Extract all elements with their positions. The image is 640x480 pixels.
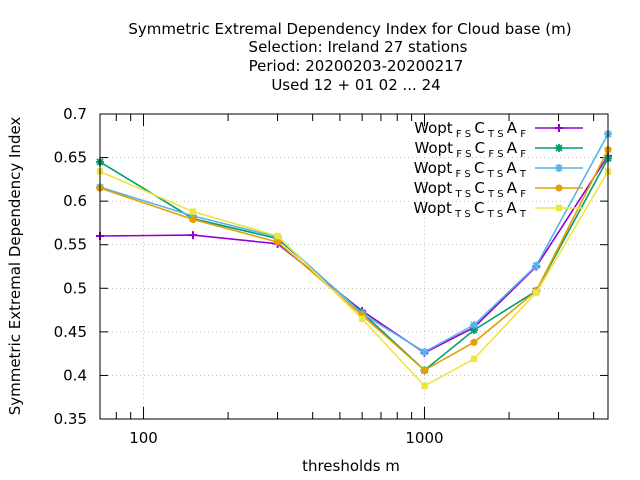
data-point xyxy=(469,326,478,335)
legend-label: Wopt F S C T S A T xyxy=(414,159,527,180)
data-point xyxy=(533,289,540,296)
legend-item: Wopt F S C F S A F xyxy=(414,139,583,160)
legend-marker xyxy=(555,144,563,152)
series-4 xyxy=(96,146,612,374)
data-point xyxy=(470,338,478,346)
legend-item: Wopt T S C T S A F xyxy=(414,179,583,200)
legend-label: Wopt T S C T S A F xyxy=(414,179,526,200)
series-5 xyxy=(96,168,612,390)
data-point xyxy=(421,382,428,390)
series-3 xyxy=(96,130,612,356)
series-line xyxy=(99,170,609,387)
x-axis-label: thresholds m xyxy=(302,457,400,475)
legend-marker xyxy=(555,124,563,132)
legend-marker xyxy=(555,164,563,172)
legend-label: Wopt F S C T S A F xyxy=(414,119,526,140)
title-line-1: Symmetric Extremal Dependency Index for … xyxy=(128,20,571,38)
y-tick-label: 0.65 xyxy=(54,149,87,167)
y-tick-label: 0.5 xyxy=(63,279,87,297)
legend-label: Wopt T S C T S A T xyxy=(413,199,526,220)
data-point xyxy=(189,215,197,224)
data-point xyxy=(469,320,478,329)
series-line xyxy=(99,158,609,372)
legend-item: Wopt T S C T S A T xyxy=(413,199,583,220)
y-tick-label: 0.4 xyxy=(63,366,87,384)
plot-frame xyxy=(99,113,609,420)
legend-marker xyxy=(555,184,563,192)
grid xyxy=(100,114,608,419)
chart-title: Symmetric Extremal Dependency Index for … xyxy=(128,20,571,94)
legend: Wopt F S C T S A F Wopt F S C F S A F Wo… xyxy=(413,119,583,220)
x-tick-label: 100 xyxy=(129,429,158,447)
data-point xyxy=(188,231,197,240)
title-line-4: Used 12 + 01 02 ... 24 xyxy=(271,76,440,94)
y-axis-label: Symmetric Extremal Dependency Index xyxy=(6,117,24,416)
legend-item: Wopt F S C T S A T xyxy=(414,159,583,180)
y-tick-label: 0.6 xyxy=(63,192,87,210)
data-point xyxy=(420,366,429,374)
y-tick-label: 0.7 xyxy=(63,105,87,123)
x-tick-label: 1000 xyxy=(405,429,443,447)
data-point xyxy=(420,347,429,356)
title-line-3: Period: 20200203-20200217 xyxy=(249,57,464,75)
series-line xyxy=(99,155,609,354)
data-point xyxy=(532,261,541,270)
legend-item: Wopt F S C T S A F xyxy=(414,119,583,140)
legend-marker xyxy=(555,204,563,212)
data-point xyxy=(273,238,282,246)
y-tick-label: 0.45 xyxy=(54,323,87,341)
title-line-2: Selection: Ireland 27 stations xyxy=(249,38,468,56)
y-tick-label: 0.55 xyxy=(54,236,87,254)
series-line xyxy=(99,133,609,353)
data-point xyxy=(358,315,366,322)
y-tick-label: 0.35 xyxy=(54,410,87,428)
data-point xyxy=(470,355,478,363)
series-1 xyxy=(96,151,612,357)
series-line xyxy=(99,149,609,372)
data-point xyxy=(189,208,197,215)
axis-ticks: 0.35 0.4 0.45 0.5 0.55 0.6 0.65 0.7 100 1000 xyxy=(54,105,608,447)
data-point xyxy=(274,232,281,240)
legend-label: Wopt F S C F S A F xyxy=(414,139,526,160)
data-series xyxy=(96,130,612,390)
